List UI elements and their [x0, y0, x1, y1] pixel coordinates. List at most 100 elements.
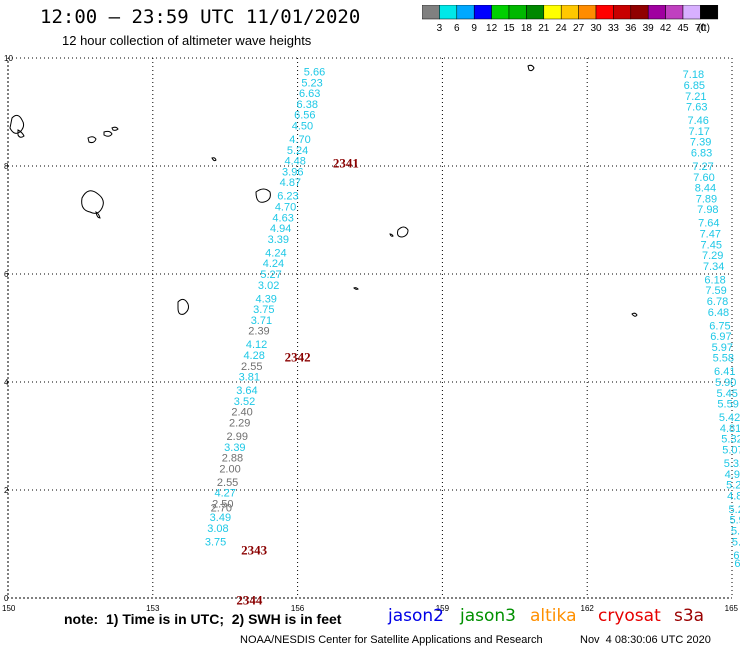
wave-height-value: 5.45	[716, 388, 737, 400]
wave-height-value: 4.28	[243, 350, 264, 362]
legend-label: 36	[625, 23, 637, 33]
wave-height-value: 4.63	[272, 212, 293, 224]
page-title: 12:00 – 23:59 UTC 11/01/2020	[40, 6, 361, 28]
wave-height-value: 3.52	[234, 396, 255, 408]
wave-height-value: 7.60	[693, 172, 714, 184]
wave-height-value: 5.59	[717, 399, 738, 411]
wave-height-value: 4.94	[270, 223, 291, 235]
lon-tick-label: 162	[581, 604, 595, 613]
wave-height-value: 6.18	[704, 274, 725, 286]
wave-height-value: 5.94	[729, 515, 740, 527]
wave-height-value: 6.63	[299, 88, 320, 100]
wave-height-value: 5.32	[721, 434, 740, 446]
island-outline	[177, 298, 189, 315]
timestamp: Nov 4 08:30:06 UTC 2020	[580, 634, 711, 646]
island-outline	[111, 126, 119, 131]
legend-label: 27	[573, 23, 585, 33]
pass-label: 2342	[285, 350, 311, 365]
legend-label: 39	[643, 23, 655, 33]
island-outline	[17, 129, 25, 138]
wave-height-value: 4.81	[720, 423, 740, 435]
track-east: 7.186.857.217.637.467.177.396.837.277.60…	[683, 69, 740, 570]
legend-label: 45	[677, 23, 689, 33]
wave-height-value: 2.00	[219, 463, 240, 475]
legend-label: 21	[538, 23, 550, 33]
credit-line: NOAA/NESDIS Center for Satellite Applica…	[240, 634, 543, 646]
wave-height-value: 7.18	[683, 69, 704, 81]
wave-height-value: 3.39	[224, 442, 245, 454]
wave-height-value: 7.45	[701, 239, 722, 251]
island-outline	[389, 233, 394, 237]
wave-height-value: 5.29	[726, 480, 740, 492]
legend-unit: (ft)	[698, 23, 710, 33]
wave-height-value: 6.48	[708, 307, 729, 319]
wave-height-value: 6.75	[709, 320, 730, 332]
island-outline	[397, 226, 409, 238]
pass-label: 2343	[241, 542, 268, 557]
wave-height-value: 4.24	[265, 247, 286, 259]
wave-height-value: 4.27	[214, 488, 235, 500]
legend-label: 18	[521, 23, 533, 33]
lat-tick-label: 8	[4, 162, 9, 171]
wave-height-value: 3.75	[253, 304, 274, 316]
legend-swatch	[700, 5, 719, 20]
wave-height-value: 4.80	[727, 490, 740, 502]
wave-height-value: 6.83	[691, 148, 712, 160]
map-frame	[7, 57, 733, 599]
wave-height-value: 3.81	[239, 372, 260, 384]
wave-height-value: 5.42	[719, 412, 740, 424]
mission-jason3: jason3	[460, 606, 516, 626]
wave-height-value: 7.34	[703, 261, 724, 273]
wave-height-value: 7.29	[702, 250, 723, 262]
island-outline	[81, 190, 104, 214]
wave-height-value: 6.97	[710, 331, 731, 343]
wave-height-value: 2.55	[217, 477, 238, 489]
lat-tick-label: 2	[4, 486, 9, 495]
wave-height-value: 4.12	[246, 339, 267, 351]
wave-height-value: 5.90	[715, 377, 736, 389]
wave-height-value: 7.98	[697, 204, 718, 216]
wave-height-value: 4.70	[275, 202, 296, 214]
wave-height-value: 5.31	[724, 458, 740, 470]
footer-note: note: 1) Time is in UTC; 2) SWH is in fe…	[64, 611, 342, 627]
lon-tick-label: 150	[2, 604, 16, 613]
wave-height-value: 4.48	[284, 156, 305, 168]
wave-height-value: 5.97	[712, 342, 733, 354]
lat-tick-label: 4	[4, 378, 9, 387]
wave-height-value: 5.58	[713, 353, 734, 365]
wave-height-value: 4.95	[725, 469, 740, 481]
wave-height-value: 2.88	[222, 453, 243, 465]
wave-height-value: 6.38	[297, 99, 318, 111]
wave-height-value: 7.27	[692, 161, 713, 173]
wave-height-value: 2.29	[229, 418, 250, 430]
wave-height-value: 5.07	[722, 445, 740, 457]
lat-tick-label: 10	[4, 54, 13, 63]
wave-height-value: 7.63	[686, 102, 707, 114]
wave-height-value: 6.56	[294, 110, 315, 122]
legend-label: 70	[695, 23, 707, 33]
legend-label: 24	[556, 23, 568, 33]
wave-height-value: 2.70	[211, 502, 232, 514]
island-outline	[87, 136, 97, 144]
wave-height-value: 6.23	[277, 191, 298, 203]
wave-height-value: 3.02	[258, 280, 279, 292]
wave-height-value: 2.50	[212, 499, 233, 511]
wave-height-value: 6.78	[707, 296, 728, 308]
wave-height-value: 5.89	[732, 536, 740, 548]
page-subtitle: 12 hour collection of altimeter wave hei…	[62, 33, 312, 48]
wave-height-value: 7.59	[705, 285, 726, 297]
wave-height-value: 4.70	[289, 134, 310, 146]
coastlines	[9, 64, 638, 317]
island-outline	[95, 210, 101, 219]
wave-height-value: 5.24	[287, 145, 308, 157]
wave-height-value: 7.89	[696, 193, 717, 205]
track-west: 5.665.236.636.386.564.504.705.244.483.96…	[205, 67, 325, 549]
lon-tick-label: 165	[725, 604, 739, 613]
legend-label: 42	[660, 23, 672, 33]
pass-label: 2341	[333, 155, 359, 170]
legend-label: 12	[486, 23, 498, 33]
wave-height-value: 6.41	[714, 366, 735, 378]
wave-height-value: 4.39	[256, 293, 277, 305]
legend-label: 3	[437, 23, 443, 33]
